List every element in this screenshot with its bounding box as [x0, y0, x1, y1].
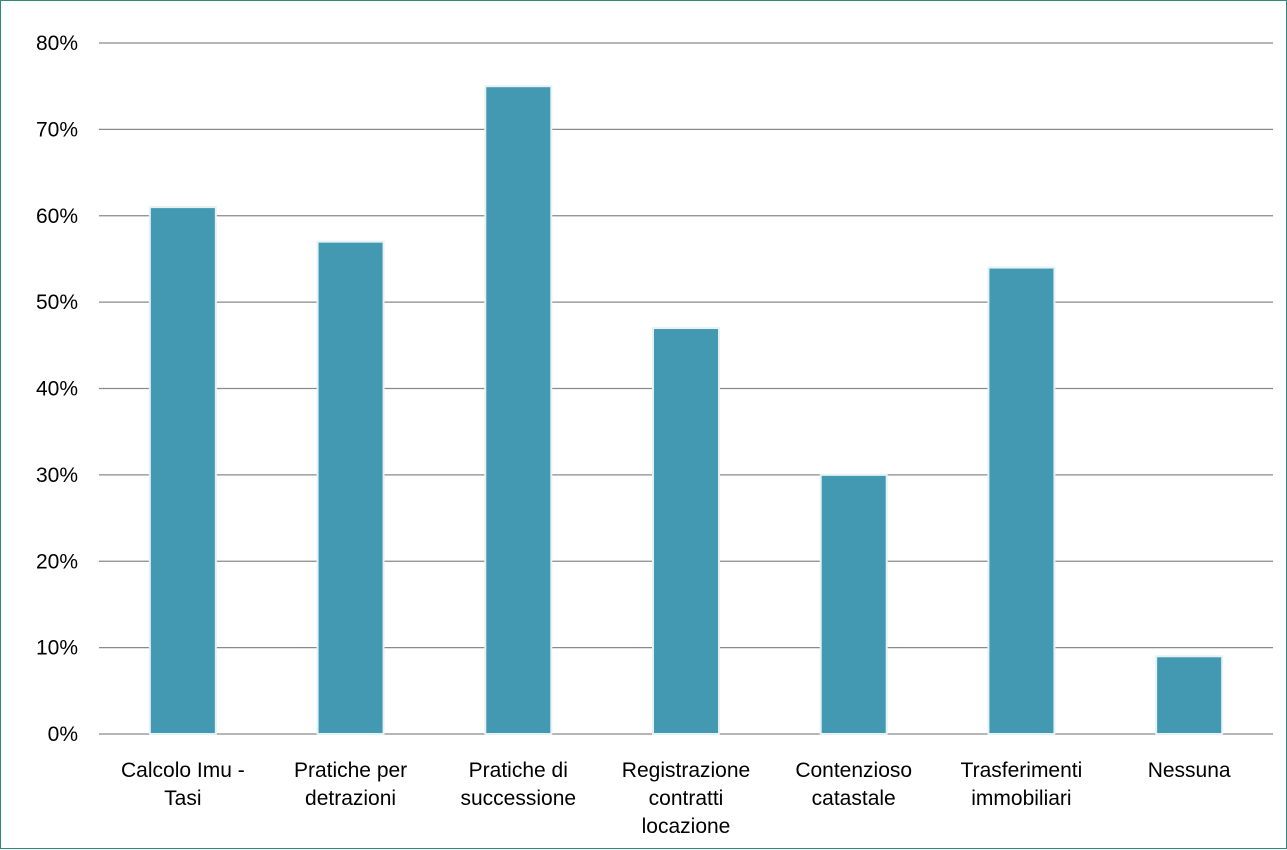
- x-tick-label: Pratiche per detrazioni: [294, 759, 407, 810]
- bar: [652, 327, 720, 735]
- x-tick-label: Pratiche di successione: [461, 759, 577, 810]
- x-tick-label: Trasferimenti immobiliari: [961, 759, 1083, 810]
- y-tick-label: 40%: [36, 378, 78, 401]
- y-tick-label: 60%: [36, 205, 78, 228]
- bar: [1155, 655, 1224, 736]
- bars: [148, 85, 1224, 736]
- y-tick-label: 70%: [36, 118, 78, 141]
- y-tick-label: 80%: [36, 32, 78, 55]
- y-tick-label: 0%: [48, 723, 78, 746]
- bar: [148, 206, 217, 736]
- y-tick-label: 20%: [36, 550, 78, 573]
- y-tick-label: 10%: [36, 637, 78, 660]
- bar: [819, 473, 888, 735]
- y-axis-tick-labels: 0% 10% 20% 30% 40% 50% 60% 70% 80%: [36, 32, 78, 746]
- bar: [316, 240, 385, 735]
- bar: [987, 266, 1056, 735]
- y-tick-label: 30%: [36, 464, 78, 487]
- x-tick-label: Registrazione contratti locazione: [622, 759, 750, 838]
- y-tick-label: 50%: [36, 291, 78, 314]
- x-tick-label: Calcolo Imu -Tasi: [121, 759, 245, 810]
- x-tick-label: Nessuna: [1148, 759, 1231, 782]
- x-tick-label: Contenzioso catastale: [795, 759, 912, 810]
- bar: [484, 85, 553, 735]
- x-axis-tick-labels: Calcolo Imu -Tasi Pratiche per detrazioni P…: [121, 759, 1231, 838]
